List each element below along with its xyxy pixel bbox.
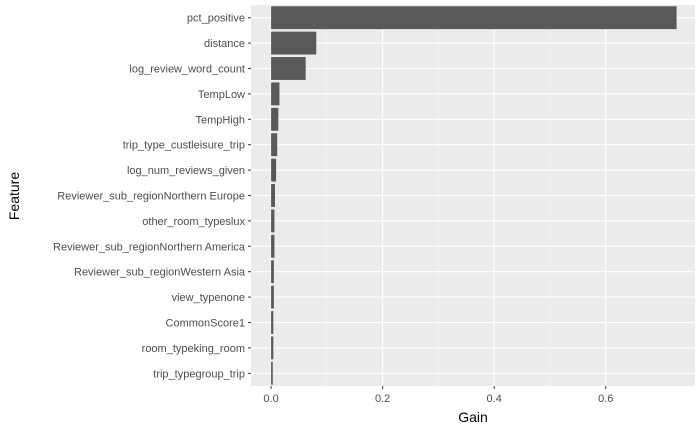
bar (271, 82, 280, 106)
bar (271, 209, 275, 233)
bar (271, 107, 279, 131)
x-tick-label: 0.4 (487, 393, 502, 405)
y-tick-label: other_room_typeslux (142, 216, 245, 228)
tick-layer: pct_positive distance log_review_word_coun… (53, 13, 613, 405)
bar (271, 184, 275, 207)
y-tick-label: room_typeking_room (142, 343, 245, 355)
x-tick-label: 0.2 (375, 393, 390, 405)
y-tick-label: TempLow (198, 89, 245, 101)
bar (271, 285, 274, 309)
y-tick-label: trip_typegroup_trip (153, 368, 245, 380)
bar (271, 311, 274, 334)
bar (271, 31, 317, 55)
bar (271, 57, 306, 80)
y-tick-label: distance (204, 38, 245, 50)
y-tick-label: trip_type_custleisure_trip (123, 140, 245, 152)
y-axis-title: Feature (6, 172, 22, 220)
y-tick-label: pct_positive (187, 13, 245, 25)
bar (271, 6, 677, 30)
y-tick-label: Reviewer_sub_regionNorthern America (53, 241, 246, 253)
bar (271, 336, 274, 360)
x-axis-title: Gain (458, 409, 488, 425)
y-tick-label: log_review_word_count (129, 64, 245, 76)
bar-layer (271, 6, 677, 385)
x-tick-label: 0.6 (598, 393, 613, 405)
x-tick-label: 0.0 (263, 393, 278, 405)
y-tick-label: CommonScore1 (166, 318, 245, 330)
y-tick-label: Reviewer_sub_regionWestern Asia (74, 267, 246, 279)
bar (271, 234, 275, 258)
bar (271, 133, 278, 157)
bar (271, 260, 274, 284)
y-tick-label: log_num_reviews_given (127, 165, 245, 177)
y-tick-label: view_typenone (172, 292, 245, 304)
grid-layer (251, 5, 695, 386)
y-tick-label: Reviewer_sub_regionNorthern Europe (57, 191, 245, 203)
bar (271, 361, 273, 385)
bar (271, 158, 277, 182)
y-tick-label: TempHigh (195, 114, 245, 126)
